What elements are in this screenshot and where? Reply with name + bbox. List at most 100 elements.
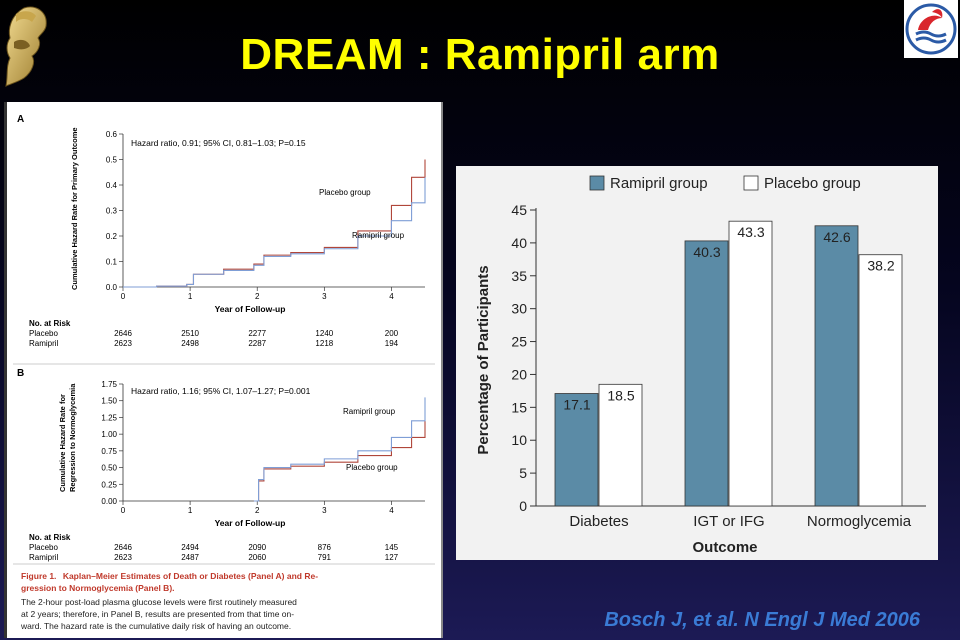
bar — [554, 393, 599, 507]
y-tick-label: 0.6 — [106, 130, 118, 139]
risk-group-label: Placebo — [29, 329, 58, 338]
ramipril-group-curve — [253, 397, 426, 502]
panel-b-ylabel-line2: Regression to Normoglycemia — [68, 383, 77, 492]
placebo-group-curve — [123, 159, 426, 288]
y-tick-label: 0.25 — [101, 480, 117, 489]
bar-value-label: 42.6 — [823, 229, 850, 245]
bar — [598, 383, 643, 507]
slide-title: DREAM : Ramipril arm — [240, 30, 720, 79]
bar-category-label: IGT or IFG — [693, 513, 764, 530]
bar-y-tick-label: 20 — [511, 366, 527, 382]
x-tick-label: 2 — [255, 292, 260, 301]
bar-y-tick-label: 30 — [511, 301, 527, 317]
panel-b-placebo-label: Placebo group — [346, 463, 398, 472]
bar-y-tick-label: 35 — [511, 268, 527, 284]
risk-group-label: Placebo — [29, 543, 58, 552]
panel-a-hazard-ratio: Hazard ratio, 0.91; 95% CI, 0.81–1.03; P… — [131, 138, 306, 148]
x-tick-label: 3 — [322, 292, 327, 301]
risk-value: 2623 — [114, 553, 132, 562]
x-tick-label: 4 — [389, 292, 394, 301]
panel-a-xlabel: Year of Follow-up — [215, 304, 286, 314]
bar-value-label: 17.1 — [563, 397, 590, 413]
bar — [814, 225, 859, 507]
risk-value: 876 — [318, 543, 332, 552]
bar-y-tick-label: 0 — [519, 498, 527, 514]
bar-category-label: Diabetes — [569, 513, 628, 530]
x-tick-label: 3 — [322, 506, 327, 515]
caption-figure-label: Figure 1. — [21, 571, 56, 581]
bar-y-tick-label: 45 — [511, 202, 527, 218]
ramipril-group-curve — [123, 177, 426, 288]
risk-value: 2646 — [114, 329, 132, 338]
panel-b-ylabel-line1: Cumulative Hazard Rate for — [58, 394, 67, 492]
x-tick-label: 4 — [389, 506, 394, 515]
bar — [684, 240, 729, 507]
bar-xlabel: Outcome — [692, 539, 757, 556]
y-tick-label: 0.50 — [101, 464, 117, 473]
x-tick-label: 0 — [121, 292, 126, 301]
bar-value-label: 18.5 — [607, 387, 634, 403]
risk-value: 2060 — [248, 553, 266, 562]
bar-value-label: 38.2 — [867, 258, 894, 274]
bar-legend: Ramipril group Placebo group — [589, 175, 861, 192]
panel-b-xlabel: Year of Follow-up — [215, 518, 286, 528]
caption-title-part1: Kaplan–Meier Estimates of Death or Diabe… — [63, 571, 318, 581]
citation: Bosch J, et al. N Engl J Med 2006 — [604, 609, 920, 631]
panel-a-ramipril-label: Ramipril group — [352, 231, 405, 240]
caption-body-line: ward. The hazard rate is the cumulative … — [20, 621, 291, 631]
risk-value: 2277 — [248, 329, 266, 338]
y-tick-label: 0.4 — [106, 181, 118, 190]
legend-label: Ramipril group — [610, 175, 708, 192]
bar-value-label: 43.3 — [737, 224, 764, 240]
y-tick-label: 1.00 — [101, 430, 117, 439]
risk-value: 200 — [385, 329, 399, 338]
bar-chart-panel: Ramipril group Placebo group 0 5 10 15 20 25 30 3… — [456, 166, 938, 560]
caption-title-line1: Figure 1. Kaplan–Meier Estimates of Deat… — [21, 571, 318, 581]
panel-a-axes: 0.0 0.1 0.2 0.3 0.4 0.5 0.6 0 1 2 3 4 — [106, 130, 426, 301]
risk-value: 2510 — [181, 329, 199, 338]
panel-b-risk-header: No. at Risk — [29, 533, 71, 542]
risk-value: 2498 — [181, 339, 199, 348]
x-tick-label: 2 — [255, 506, 260, 515]
y-tick-label: 1.50 — [101, 397, 117, 406]
society-logo — [904, 0, 958, 58]
panel-a-risk-table: Placebo 2646 2510 2277 1240 200 Ramipril 2623 24… — [29, 329, 399, 348]
risk-value: 1240 — [315, 329, 333, 338]
y-tick-label: 0.0 — [106, 283, 118, 292]
risk-value: 1218 — [315, 339, 333, 348]
y-tick-label: 1.25 — [101, 413, 117, 422]
risk-value: 2646 — [114, 543, 132, 552]
panel-a-placebo-label: Placebo group — [319, 188, 371, 197]
risk-group-label: Ramipril — [29, 339, 59, 348]
caption-body-line: The 2-hour post-load plasma glucose leve… — [21, 597, 297, 607]
panel-b-axes: 0.00 0.25 0.50 0.75 1.00 1.25 1.50 1.75 0 1 2 3 4 — [101, 380, 426, 515]
risk-value: 2287 — [248, 339, 266, 348]
caption-body-line: at 2 years; therefore, in Panel B, resul… — [21, 609, 294, 619]
x-tick-label: 1 — [188, 506, 193, 515]
athena-helmet-logo — [5, 6, 47, 87]
risk-group-label: Ramipril — [29, 553, 59, 562]
kaplan-meier-figure: A Hazard ratio, 0.91; 95% CI, 0.81–1.03;… — [4, 102, 443, 638]
y-tick-label: 0.75 — [101, 447, 117, 456]
bar — [858, 254, 903, 507]
risk-value: 2623 — [114, 339, 132, 348]
panel-a-letter: A — [17, 114, 24, 125]
bar-ylabel: Percentage of Participants — [475, 265, 492, 454]
y-tick-label: 0.1 — [106, 258, 118, 267]
bar-chart-svg: Ramipril group Placebo group 0 5 10 15 20 25 30 3… — [475, 175, 926, 556]
risk-value: 2487 — [181, 553, 199, 562]
bar-y-tick-label: 25 — [511, 334, 527, 350]
bar-value-label: 40.3 — [693, 244, 720, 260]
risk-value: 2494 — [181, 543, 199, 552]
risk-value: 127 — [385, 553, 399, 562]
x-tick-label: 1 — [188, 292, 193, 301]
panel-a-ylabel: Cumulative Hazard Rate for Primary Outco… — [70, 127, 79, 290]
y-tick-label: 0.3 — [106, 207, 118, 216]
y-tick-label: 0.5 — [106, 156, 118, 165]
bar-y-tick-label: 5 — [519, 465, 527, 481]
y-tick-label: 0.00 — [101, 497, 117, 506]
bar — [728, 220, 773, 507]
legend-swatch — [589, 175, 605, 191]
bar-y-tick-label: 40 — [511, 235, 527, 251]
panel-a-risk-header: No. at Risk — [29, 319, 71, 328]
